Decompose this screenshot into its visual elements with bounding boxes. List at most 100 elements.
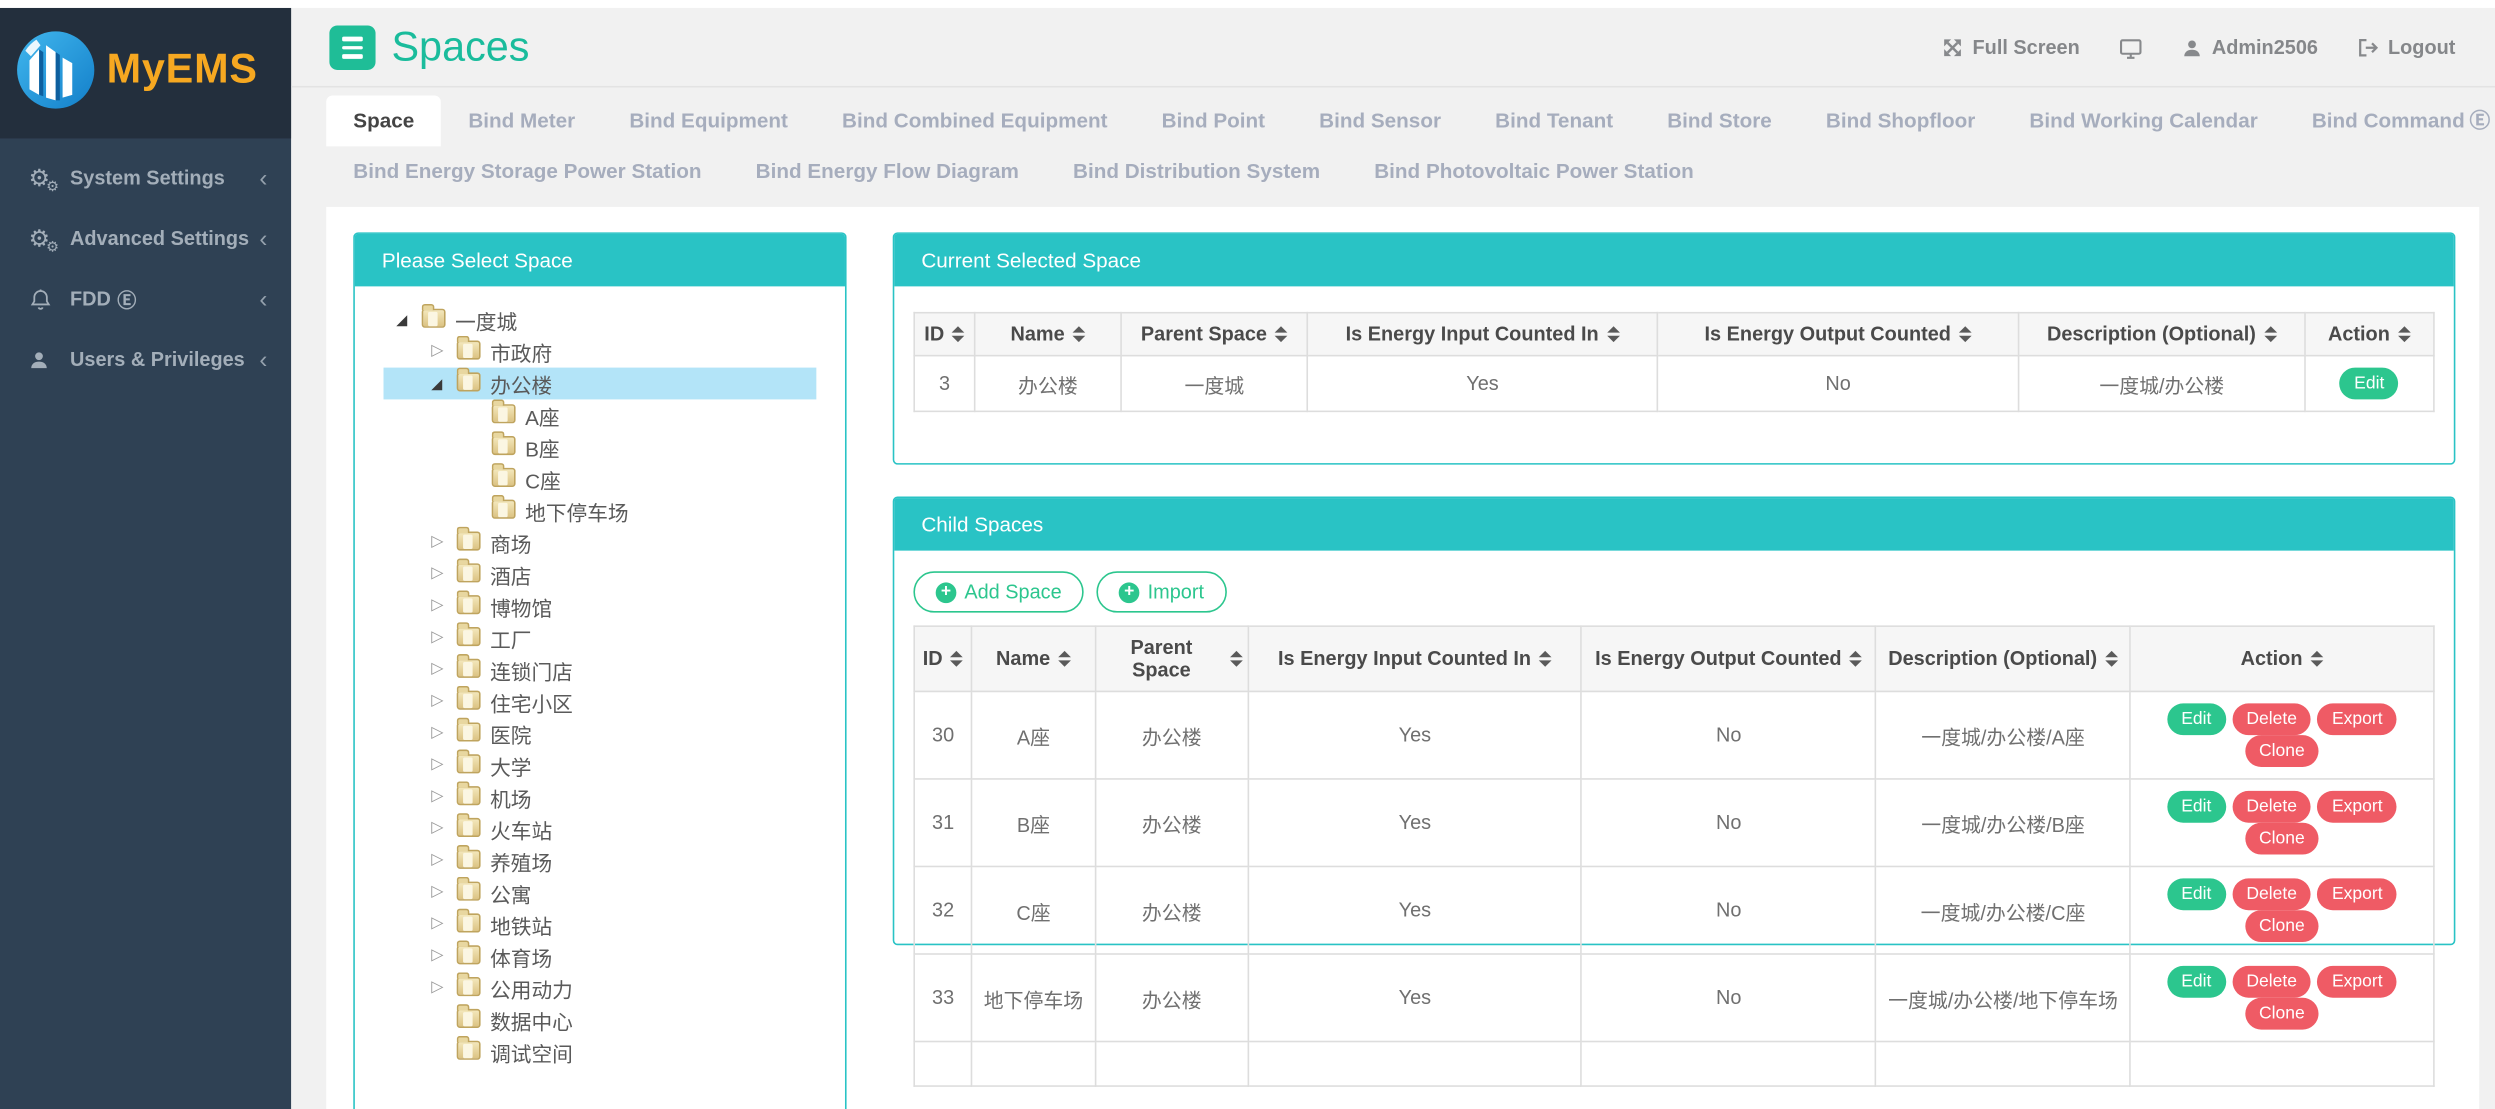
expander-collapsed-icon[interactable]: ▷ xyxy=(431,883,444,901)
tree-node[interactable]: ▷ 地铁站 xyxy=(384,908,817,941)
expander-collapsed-icon[interactable]: ▷ xyxy=(431,342,444,360)
tree-node[interactable]: ▷ 酒店 xyxy=(384,558,817,591)
tree-node[interactable]: ◢ 一度城 xyxy=(384,303,817,336)
expander-collapsed-icon[interactable]: ▷ xyxy=(431,724,444,742)
tab-bind-energy-flow-diagram[interactable]: Bind Energy Flow Diagram xyxy=(729,146,1046,197)
tree-node[interactable]: A座 xyxy=(384,399,817,431)
column-header[interactable]: Description (Optional) xyxy=(2018,311,2306,357)
tree-node[interactable]: ▷ 市政府 xyxy=(384,335,817,368)
tree-node[interactable]: ▷ 火车站 xyxy=(384,813,817,845)
edit-button[interactable]: Edit xyxy=(2339,367,2399,400)
tab-space[interactable]: Space xyxy=(326,95,442,147)
column-header[interactable]: Name xyxy=(971,625,1096,693)
clone-button[interactable]: Clone xyxy=(2244,910,2320,943)
export-button[interactable]: Export xyxy=(2317,965,2397,998)
expander-collapsed-icon[interactable]: ▷ xyxy=(431,819,444,838)
expander-collapsed-icon[interactable]: ▷ xyxy=(431,660,444,678)
tree-node[interactable]: ▷ 住宅小区 xyxy=(384,685,817,718)
tree-node[interactable]: ▷ 养殖场 xyxy=(384,844,817,877)
export-button[interactable]: Export xyxy=(2317,878,2397,911)
display-button[interactable] xyxy=(2118,36,2143,60)
column-header[interactable]: Parent Space xyxy=(1094,625,1250,693)
sidebar-item[interactable]: Users & Privileges ‹ xyxy=(0,329,291,389)
tree-node[interactable]: ◢ 办公楼 xyxy=(383,367,817,400)
clone-button[interactable]: Clone xyxy=(2244,997,2320,1030)
edit-button[interactable]: Edit xyxy=(2166,878,2226,911)
menu-toggle-button[interactable] xyxy=(329,25,376,71)
tree-node[interactable]: ▷ 公寓 xyxy=(384,876,817,909)
column-header[interactable]: Description (Optional) xyxy=(1875,625,2131,693)
delete-button[interactable]: Delete xyxy=(2232,878,2312,911)
tree-node[interactable]: ▷ 医院 xyxy=(384,717,817,750)
user-menu[interactable]: Admin2506 xyxy=(2182,37,2318,59)
tree-node[interactable]: 调试空间 xyxy=(384,1035,817,1068)
column-header[interactable]: Is Energy Input Counted In xyxy=(1306,311,1659,357)
expander-collapsed-icon[interactable]: ▷ xyxy=(431,628,444,647)
clone-button[interactable]: Clone xyxy=(2244,822,2320,855)
delete-button[interactable]: Delete xyxy=(2232,790,2312,823)
tree-node[interactable]: 地下停车场 xyxy=(384,494,817,527)
edit-button[interactable]: Edit xyxy=(2166,965,2226,998)
expander-collapsed-icon[interactable]: ▷ xyxy=(431,564,444,583)
delete-button[interactable]: Delete xyxy=(2232,703,2312,736)
expander-collapsed-icon[interactable]: ▷ xyxy=(431,851,444,869)
column-header[interactable]: Action xyxy=(2303,311,2435,357)
tree-node[interactable]: ▷ 公用动力 xyxy=(384,972,817,1004)
column-header[interactable]: Action xyxy=(2129,625,2435,693)
tab-bind-shopfloor[interactable]: Bind Shopfloor xyxy=(1799,95,2002,146)
column-header[interactable]: ID xyxy=(913,625,973,693)
tree-node[interactable]: ▷ 博物馆 xyxy=(384,590,817,622)
logout-button[interactable]: Logout xyxy=(2356,37,2455,59)
tab-bind-energy-storage-power-station[interactable]: Bind Energy Storage Power Station xyxy=(326,146,728,197)
sidebar-item[interactable]: FDD Ⓔ ‹ xyxy=(0,269,291,329)
tree-node[interactable]: C座 xyxy=(384,463,817,495)
tree-node[interactable]: ▷ 机场 xyxy=(384,781,817,813)
export-button[interactable]: Export xyxy=(2317,790,2397,823)
tab-bind-point[interactable]: Bind Point xyxy=(1135,95,1293,146)
expander-collapsed-icon[interactable]: ▷ xyxy=(431,946,444,965)
edit-button[interactable]: Edit xyxy=(2166,790,2226,823)
import-button[interactable]: + Import xyxy=(1096,571,1227,613)
expander-collapsed-icon[interactable]: ▷ xyxy=(431,596,444,615)
add-space-button[interactable]: + Add Space xyxy=(913,571,1084,613)
column-header[interactable]: Is Energy Output Counted xyxy=(1580,625,1877,693)
tab-bind-combined-equipment[interactable]: Bind Combined Equipment xyxy=(815,95,1135,146)
fullscreen-button[interactable]: Full Screen xyxy=(1941,37,2080,59)
delete-button[interactable]: Delete xyxy=(2232,965,2312,998)
expander-collapsed-icon[interactable]: ▷ xyxy=(431,978,444,997)
expander-collapsed-icon[interactable]: ▷ xyxy=(431,692,444,710)
tab-bind-store[interactable]: Bind Store xyxy=(1640,95,1799,146)
tree-node[interactable]: ▷ 连锁门店 xyxy=(384,654,817,686)
tree-node[interactable]: B座 xyxy=(384,431,817,463)
column-header[interactable]: Is Energy Output Counted xyxy=(1656,311,2020,357)
export-button[interactable]: Export xyxy=(2317,703,2397,736)
clone-button[interactable]: Clone xyxy=(2244,735,2320,768)
column-header[interactable]: Name xyxy=(974,311,1122,357)
brand-logo[interactable]: MyEMS xyxy=(0,0,292,139)
sidebar-item[interactable]: ⚙ ⚙ Advanced Settings ‹ xyxy=(0,208,291,268)
tree-node[interactable]: ▷ 体育场 xyxy=(384,940,817,972)
expander-collapsed-icon[interactable]: ▷ xyxy=(431,914,444,933)
tab-bind-meter[interactable]: Bind Meter xyxy=(441,95,602,146)
expander-collapsed-icon[interactable]: ▷ xyxy=(431,533,444,551)
tree-node[interactable]: ▷ 大学 xyxy=(384,749,817,782)
expander-expanded-icon[interactable]: ◢ xyxy=(396,311,408,328)
tab-bind-tenant[interactable]: Bind Tenant xyxy=(1468,95,1640,146)
expander-collapsed-icon[interactable]: ▷ xyxy=(431,787,444,806)
tab-bind-sensor[interactable]: Bind Sensor xyxy=(1292,95,1468,146)
expander-collapsed-icon[interactable]: ▷ xyxy=(431,755,444,774)
tab-bind-command[interactable]: Bind Command Ⓔ xyxy=(2285,95,2495,146)
edit-button[interactable]: Edit xyxy=(2166,703,2226,736)
tree-node[interactable]: 数据中心 xyxy=(384,1004,817,1036)
column-header[interactable]: Is Energy Input Counted In xyxy=(1247,625,1583,693)
tab-bind-distribution-system[interactable]: Bind Distribution System xyxy=(1046,146,1347,197)
tree-node[interactable]: ▷ 商场 xyxy=(384,526,817,559)
expander-expanded-icon[interactable]: ◢ xyxy=(431,375,443,392)
tab-bind-photovoltaic-power-station[interactable]: Bind Photovoltaic Power Station xyxy=(1347,146,1721,197)
tab-bind-working-calendar[interactable]: Bind Working Calendar xyxy=(2002,95,2284,146)
column-header[interactable]: ID xyxy=(913,311,976,357)
tree-node[interactable]: ▷ 工厂 xyxy=(384,622,817,654)
column-header[interactable]: Parent Space xyxy=(1120,311,1309,357)
sidebar-item[interactable]: ⚙ ⚙ System Settings ‹ xyxy=(0,148,291,208)
tab-bind-equipment[interactable]: Bind Equipment xyxy=(602,95,815,146)
